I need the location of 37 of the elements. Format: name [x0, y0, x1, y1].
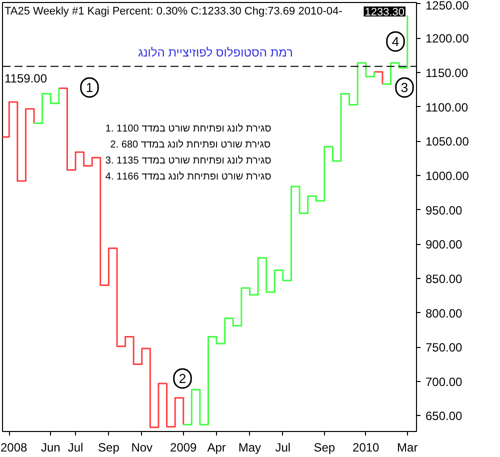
- x-tick-label: Sep: [314, 440, 336, 454]
- x-tick-label: Sep: [98, 440, 120, 454]
- annotation: 1233.30: [364, 6, 405, 18]
- annotation: 2. סגירת שורט ופתיחת לונג במדד 680: [110, 138, 271, 150]
- annotation: 4: [392, 34, 400, 49]
- chart-title: TA25 Weekly #1 Kagi Percent: 0.30% C:1233.30 Chg:73.69 2010-04-: [4, 6, 343, 18]
- annotation: 1. סגירת לונג ופתיחת שורט במדד 1100: [105, 122, 272, 134]
- y-tick-label: 850.00: [426, 272, 463, 286]
- x-tick-label: 2010: [352, 440, 380, 454]
- annotation: 3: [400, 80, 408, 95]
- y-tick-label: 1200.00: [426, 32, 470, 46]
- ref-line-label: 1159.00: [4, 71, 48, 86]
- annotation: רמת הסטופלוס לפוזיציית הלונג: [138, 46, 293, 60]
- x-tick-label: 2008: [0, 440, 28, 454]
- x-tick-label: Apr: [207, 440, 226, 454]
- x-tick-label: Jun: [40, 440, 60, 454]
- x-tick-label: May: [238, 440, 262, 454]
- y-tick-label: 800.00: [426, 306, 463, 320]
- y-tick-label: 1150.00: [426, 66, 468, 80]
- annotation: 1: [86, 80, 94, 95]
- x-tick-label: Mar: [397, 440, 418, 454]
- x-tick-label: 2009: [170, 440, 198, 454]
- y-tick-label: 1000.00: [426, 168, 470, 183]
- annotation: 2: [178, 371, 186, 386]
- y-tick-label: 1100.00: [426, 100, 468, 114]
- y-tick-label: 650.00: [426, 409, 463, 424]
- x-tick-label: Jul: [275, 440, 291, 454]
- annotation: 3. סגירת לונג ופתיחת שורט במדד 1135: [105, 154, 272, 166]
- x-tick-label: Nov: [131, 440, 153, 454]
- y-tick-label: 700.00: [426, 374, 463, 389]
- y-tick-label: 1250.00: [426, 0, 470, 12]
- x-tick-label: Jul: [68, 440, 84, 454]
- annotation: 4. סגירת שורט ופתיחת לונג במדד 1166: [105, 170, 272, 182]
- y-tick-label: 950.00: [426, 203, 463, 218]
- y-tick-label: 1050.00: [426, 134, 470, 149]
- y-tick-label: 900.00: [426, 238, 463, 252]
- y-tick-label: 750.00: [426, 340, 463, 355]
